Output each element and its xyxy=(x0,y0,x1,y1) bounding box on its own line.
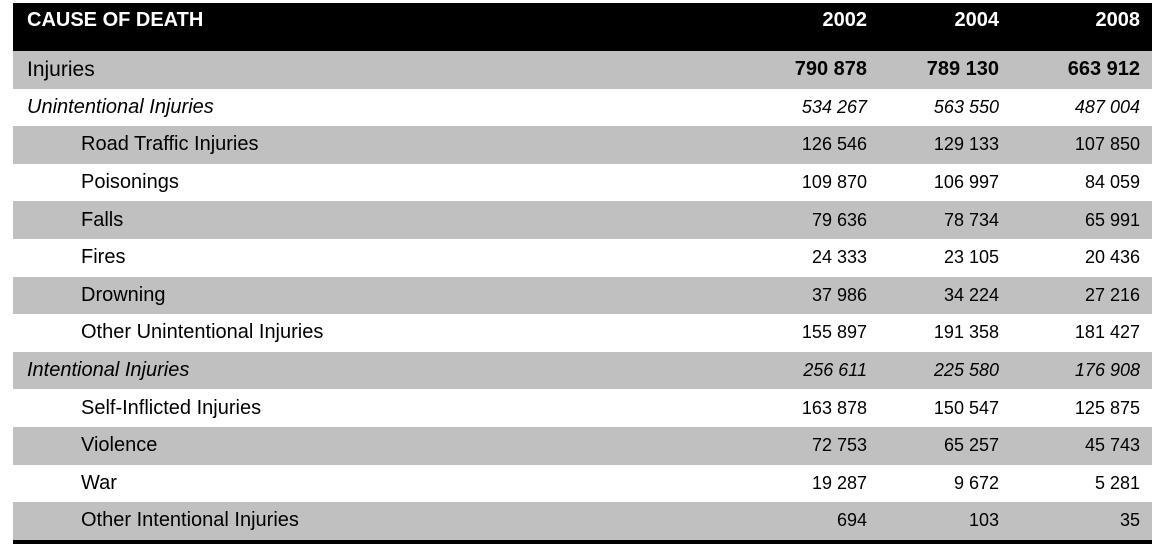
row-value: 125 875 xyxy=(1074,397,1140,418)
cause-of-death-table-wrapper: CAUSE OF DEATH 2002 2004 2008 Injuries 7… xyxy=(13,3,1152,540)
row-value: 45 743 xyxy=(1084,435,1140,456)
row-value: 534 267 xyxy=(801,96,867,117)
table-row: Violence 72 753 65 257 45 743 xyxy=(13,426,1152,465)
row-value: 9 672 xyxy=(953,472,999,493)
table-header: CAUSE OF DEATH 2002 2004 2008 xyxy=(13,3,1152,51)
table-body: Injuries 790 878 789 130 663 912 Uninten… xyxy=(13,51,1152,540)
row-label: Drowning xyxy=(81,283,166,306)
row-value: 790 878 xyxy=(794,58,867,81)
row-label: Injuries xyxy=(27,57,95,81)
row-value: 181 427 xyxy=(1074,322,1140,343)
row-value: 694 xyxy=(836,510,867,531)
header-year: 2002 xyxy=(822,9,868,31)
row-value: 84 059 xyxy=(1084,172,1140,193)
table-row: Road Traffic Injuries 126 546 129 133 10… xyxy=(13,126,1152,164)
row-value: 24 333 xyxy=(811,247,867,268)
row-value: 78 734 xyxy=(943,209,999,230)
row-value: 19 287 xyxy=(811,472,867,493)
row-value: 23 105 xyxy=(943,247,999,268)
table-bottom-rule xyxy=(13,540,1152,544)
row-value: 191 358 xyxy=(933,322,999,343)
row-value: 65 991 xyxy=(1084,209,1140,230)
cause-of-death-table: CAUSE OF DEATH 2002 2004 2008 Injuries 7… xyxy=(13,3,1152,540)
table-row: Drowning 37 986 34 224 27 216 xyxy=(13,276,1152,315)
table-row: Other Unintentional Injuries 155 897 191… xyxy=(13,314,1152,352)
row-value: 35 xyxy=(1119,510,1140,531)
row-value: 109 870 xyxy=(801,172,867,193)
row-value: 37 986 xyxy=(811,284,867,305)
row-value: 103 xyxy=(968,510,999,531)
row-value: 663 912 xyxy=(1067,58,1140,81)
table-row: Falls 79 636 78 734 65 991 xyxy=(13,201,1152,239)
table-row-subtotal: Unintentional Injuries 534 267 563 550 4… xyxy=(13,89,1152,127)
row-value: 65 257 xyxy=(943,435,999,456)
table-row-total: Injuries 790 878 789 130 663 912 xyxy=(13,51,1152,89)
header-year: 2008 xyxy=(1095,9,1141,31)
row-label: Intentional Injuries xyxy=(27,359,190,382)
row-label: Poisonings xyxy=(81,171,179,194)
row-value: 563 550 xyxy=(933,96,999,117)
row-value: 5 281 xyxy=(1094,472,1140,493)
row-value: 176 908 xyxy=(1074,360,1140,381)
row-value: 27 216 xyxy=(1084,284,1140,305)
row-value: 20 436 xyxy=(1084,247,1140,268)
header-row: CAUSE OF DEATH 2002 2004 2008 xyxy=(13,3,1152,51)
row-value: 34 224 xyxy=(943,284,999,305)
table-row: War 19 287 9 672 5 281 xyxy=(13,465,1152,503)
row-value: 163 878 xyxy=(801,397,867,418)
row-label: Fires xyxy=(81,246,126,269)
row-label: Self-Inflicted Injuries xyxy=(81,396,262,419)
row-label: War xyxy=(81,471,117,494)
row-label: Unintentional Injuries xyxy=(27,95,214,118)
header-cause-of-death: CAUSE OF DEATH xyxy=(27,9,204,31)
table-row: Other Intentional Injuries 694 103 35 xyxy=(13,502,1152,540)
row-label: Other Intentional Injuries xyxy=(81,509,299,532)
table-row: Self-Inflicted Injuries 163 878 150 547 … xyxy=(13,389,1152,427)
row-label: Violence xyxy=(81,434,158,457)
row-value: 107 850 xyxy=(1074,134,1140,155)
row-value: 72 753 xyxy=(811,435,867,456)
row-value: 155 897 xyxy=(801,322,867,343)
row-value: 106 997 xyxy=(933,172,999,193)
row-value: 225 580 xyxy=(933,360,999,381)
row-value: 789 130 xyxy=(926,58,999,81)
row-value: 79 636 xyxy=(811,209,867,230)
row-value: 487 004 xyxy=(1074,96,1140,117)
table-row-subtotal: Intentional Injuries 256 611 225 580 176… xyxy=(13,351,1152,390)
row-label: Other Unintentional Injuries xyxy=(81,321,324,344)
row-value: 256 611 xyxy=(803,360,867,381)
table-row: Fires 24 333 23 105 20 436 xyxy=(13,239,1152,277)
row-value: 129 133 xyxy=(933,134,999,155)
row-value: 126 546 xyxy=(801,134,867,155)
row-label: Falls xyxy=(81,208,124,231)
header-year: 2004 xyxy=(954,9,1000,31)
table-row: Poisonings 109 870 106 997 84 059 xyxy=(13,164,1152,202)
row-value: 150 547 xyxy=(933,397,999,418)
row-label: Road Traffic Injuries xyxy=(81,133,259,156)
